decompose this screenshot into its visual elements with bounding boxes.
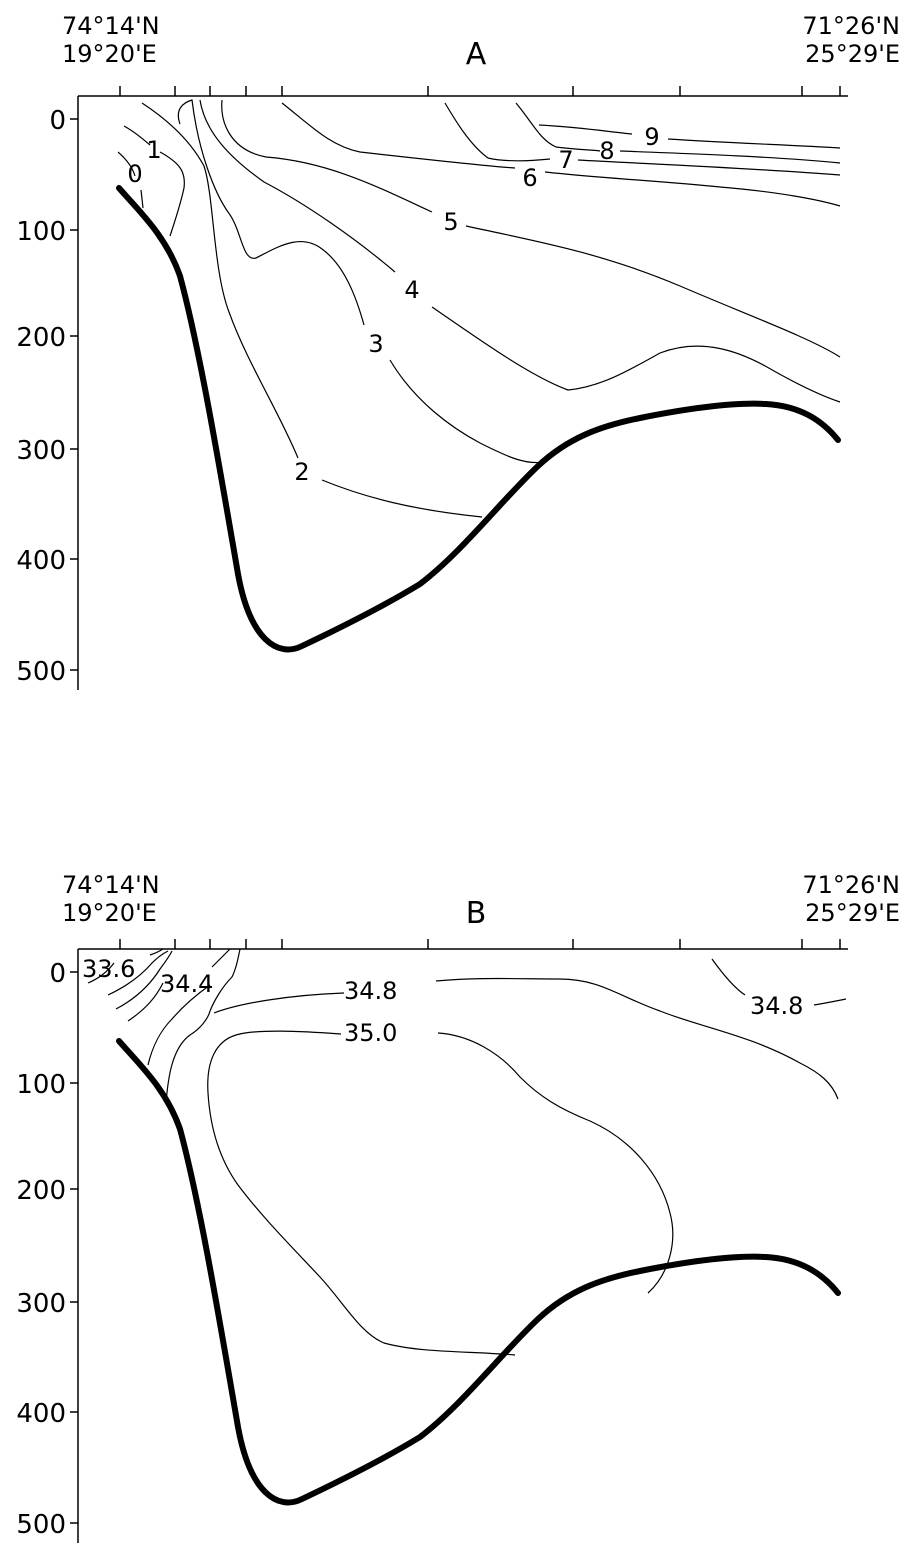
bottom-profile [116,185,841,653]
panel-a: 74°14'N 19°20'E 71°26'N 25°29'E A 0 100 … [16,12,900,690]
contour-label: 0 [127,160,142,188]
corner-left-lon: 19°20'E [62,899,157,927]
isolines [117,99,841,518]
isoline-35-0-right [437,1032,674,1294]
isoline-2 [141,102,299,459]
depth-tick-label: 200 [16,1176,66,1206]
depth-tick-label: 300 [16,1289,66,1319]
depth-tick-label: 100 [16,1070,66,1100]
isoline-0-lower [140,189,144,209]
isoline-7 [444,102,551,162]
depth-tick-label: 500 [16,1510,66,1540]
isoline-b-5-top [211,948,231,968]
isoline-b-6 [165,1010,211,1104]
isolines [87,948,847,1356]
depth-tick-label: 300 [16,436,66,466]
contour-label: 3 [368,330,383,358]
isoline-7-lower [577,159,841,176]
contour-label: 4 [404,276,419,304]
isoline-b-4 [127,982,164,1022]
isoline-9-lower [667,138,841,149]
station-ticks [119,939,841,949]
contour-label: 9 [644,123,659,151]
depth-tick-label: 0 [49,106,66,136]
bottom-profile [116,1038,841,1506]
corner-right-lon: 25°29'E [805,899,900,927]
isoline-5 [221,99,433,213]
isoline-1 [123,125,151,146]
isoline-33-6-a [87,962,115,984]
contour-label: 34.4 [160,970,213,998]
contour-label: 35.0 [344,1019,397,1047]
isoline-b-3 [115,950,173,1010]
depth-tick-label: 400 [16,546,66,576]
contour-label: 7 [558,146,573,174]
isoline-6-lower [544,171,841,207]
contour-labels: 33.6 34.4 34.8 35.0 34.8 [82,955,803,1047]
isoline-8-lower [619,150,841,164]
isoline-b-5 [147,984,211,1066]
isoline-6 [281,102,516,169]
corner-right-lat: 71°26'N [802,12,900,40]
corner-left-lon: 19°20'E [62,40,157,68]
contour-label: 34.8 [750,992,803,1020]
isoline-8 [515,102,601,152]
isoline-34-8 [213,992,345,1014]
panel-title: B [466,896,487,931]
contour-label: 8 [599,137,614,165]
contour-labels: 0 1 2 3 4 5 6 7 8 9 [127,123,659,486]
depth-ticks [70,971,78,1524]
corner-left-lat: 74°14'N [62,871,160,899]
isoline-35-0 [207,1030,516,1356]
depth-ticks [70,118,78,671]
isoline-3-lower [389,359,546,464]
isoline-5-lower [465,225,841,358]
panel-title: A [466,37,487,72]
isoline-0 [117,151,136,177]
depth-tick-labels: 0 100 200 300 400 500 [16,959,66,1540]
isoline-1-lower [159,151,185,237]
isoline-34-8-right [435,977,839,1100]
isoline-b-6-top [209,948,241,1012]
panel-a-svg: 74°14'N 19°20'E 71°26'N 25°29'E A 0 100 … [16,12,900,690]
corner-right-lat: 71°26'N [802,871,900,899]
contour-label: 5 [443,208,458,236]
depth-tick-labels: 0 100 200 300 400 500 [16,106,66,687]
isoline-3 [177,99,365,326]
isoline-9 [538,124,633,135]
depth-tick-label: 100 [16,217,66,247]
contour-label: 33.6 [82,955,135,983]
panel-b: 74°14'N 19°20'E 71°26'N 25°29'E B 0 100 … [0,773,908,1546]
depth-tick-label: 400 [16,1399,66,1429]
depth-tick-label: 500 [16,657,66,687]
corner-right-lon: 25°29'E [805,40,900,68]
isoline-34-8-east-tail [813,998,847,1006]
depth-tick-label: 0 [49,959,66,989]
contour-label: 6 [522,164,537,192]
station-ticks [119,86,841,96]
corner-left-lat: 74°14'N [62,12,160,40]
isoline-33-6-b [149,948,164,956]
isoline-4-lower [431,306,841,403]
isoline-34-8-east [711,958,746,996]
isoline-b-2 [107,950,169,996]
contour-label: 34.8 [344,977,397,1005]
contour-label: 1 [146,136,161,164]
isoline-2-lower [321,479,483,518]
panel-b-svg: 74°14'N 19°20'E 71°26'N 25°29'E B 0 100 … [16,871,900,1543]
depth-tick-label: 200 [16,323,66,353]
isoline-4 [199,99,396,273]
contour-label: 2 [294,458,309,486]
